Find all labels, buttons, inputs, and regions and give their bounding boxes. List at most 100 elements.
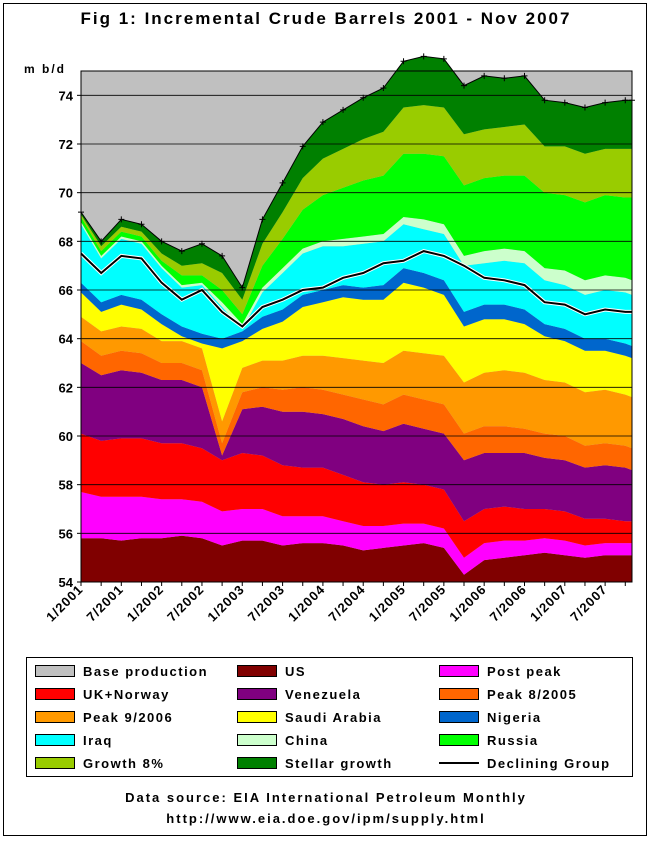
legend-item: Peak 8/2005	[439, 685, 577, 703]
stellar-growth-area	[81, 56, 632, 300]
legend-label: Growth 8%	[83, 755, 165, 771]
legend-label: Saudi Arabia	[285, 709, 382, 725]
total-marker	[259, 216, 266, 223]
total-marker	[319, 119, 326, 126]
y-tick-label: 74	[59, 88, 74, 103]
total-marker	[461, 82, 468, 89]
y-tick-label: 72	[59, 137, 73, 152]
legend-item: Saudi Arabia	[237, 708, 382, 726]
x-tick-label: 7/2004	[325, 582, 368, 625]
legend-label: Venezuela	[285, 686, 362, 702]
legend-swatch	[439, 711, 479, 723]
legend-swatch	[439, 734, 479, 746]
legend-swatch	[439, 665, 479, 677]
x-tick-label: 7/2007	[567, 582, 610, 625]
legend-item: UK+Norway	[35, 685, 170, 703]
legend-label: Peak 9/2006	[83, 709, 174, 725]
legend-swatch	[237, 711, 277, 723]
total-marker	[279, 179, 286, 186]
y-axis-label: m b/d	[24, 62, 66, 76]
legend-label: Stellar growth	[285, 755, 393, 771]
legend-label: Peak 8/2005	[487, 686, 578, 702]
total-marker	[118, 216, 125, 223]
legend-label: Declining Group	[487, 755, 611, 771]
x-tick-label: 1/2007	[527, 582, 570, 625]
y-tick-label: 56	[59, 526, 73, 541]
total-marker	[440, 55, 447, 62]
total-marker	[581, 104, 588, 111]
y-tick-label: 58	[59, 478, 73, 493]
legend-item: Post peak	[439, 662, 562, 680]
total-marker	[198, 240, 205, 247]
total-marker	[501, 75, 508, 82]
legend-item: Russia	[439, 731, 539, 749]
legend-label: Base production	[83, 663, 209, 679]
x-tick-label: 1/2002	[124, 582, 167, 625]
legend-label: Iraq	[83, 732, 113, 748]
legend-item: Base production	[35, 662, 208, 680]
legend-swatch	[439, 762, 479, 764]
legend-item: Growth 8%	[35, 754, 164, 772]
total-marker	[561, 99, 568, 106]
plot-border	[80, 70, 633, 583]
data-source: Data source: EIA International Petroleum…	[0, 787, 652, 829]
us-area	[81, 535, 632, 582]
x-tick-label: 7/2006	[487, 582, 530, 625]
x-tick-label: 7/2001	[83, 582, 126, 625]
legend-label: US	[285, 663, 307, 679]
x-tick-label: 1/2005	[366, 582, 409, 625]
legend-swatch	[35, 688, 75, 700]
legend-item: Venezuela	[237, 685, 361, 703]
legend-item: Peak 9/2006	[35, 708, 173, 726]
source-text: Data source: EIA International Petroleum…	[125, 790, 527, 805]
y-tick-label: 62	[59, 380, 73, 395]
legend-label: UK+Norway	[83, 686, 170, 702]
total-marker	[420, 53, 427, 60]
legend-item: Nigeria	[439, 708, 542, 726]
y-tick-label: 64	[59, 332, 74, 347]
y-tick-label: 60	[59, 429, 73, 444]
total-marker	[360, 94, 367, 101]
y-tick-label: 70	[59, 186, 73, 201]
peak-8-2005-area	[81, 341, 632, 471]
total-marker	[340, 106, 347, 113]
legend-swatch	[35, 665, 75, 677]
uk-norway-area	[81, 433, 632, 558]
total-marker	[622, 97, 629, 104]
legend-swatch	[237, 734, 277, 746]
iraq-area	[81, 224, 632, 346]
source-url[interactable]: http://www.eia.doe.gov/ipm/supply.html	[166, 811, 486, 826]
legend-label: Nigeria	[487, 709, 542, 725]
total-marker	[239, 284, 246, 291]
legend-swatch	[35, 757, 75, 769]
x-tick-label: 1/2003	[204, 582, 247, 625]
x-tick-label: 7/2002	[164, 582, 207, 625]
x-tick-label: 7/2003	[245, 582, 288, 625]
total-marker	[521, 72, 528, 79]
x-tick-label: 7/2005	[406, 582, 449, 625]
total-marker	[219, 252, 226, 259]
china-area	[81, 217, 632, 329]
legend-label: Russia	[487, 732, 539, 748]
declining-group-line	[80, 250, 632, 328]
total-marker	[299, 143, 306, 150]
growth-8-area	[81, 105, 632, 315]
peak-9-2006-area	[81, 316, 632, 449]
y-tick-label: 68	[59, 234, 73, 249]
legend-label: China	[285, 732, 329, 748]
total-marker	[481, 72, 488, 79]
total-marker	[138, 221, 145, 228]
legend-swatch	[237, 757, 277, 769]
x-tick-label: 1/2006	[446, 582, 489, 625]
y-tick-label: 54	[59, 575, 74, 590]
total-marker	[400, 58, 407, 65]
legend-item: Iraq	[35, 731, 113, 749]
legend-item: China	[237, 731, 329, 749]
total-marker	[178, 248, 185, 255]
legend-item: Declining Group	[439, 754, 611, 772]
total-marker	[380, 85, 387, 92]
legend-item: US	[237, 662, 306, 680]
plot-area	[78, 53, 635, 582]
legend: Base production US Post peak UK+Norway Venez…	[26, 657, 633, 777]
